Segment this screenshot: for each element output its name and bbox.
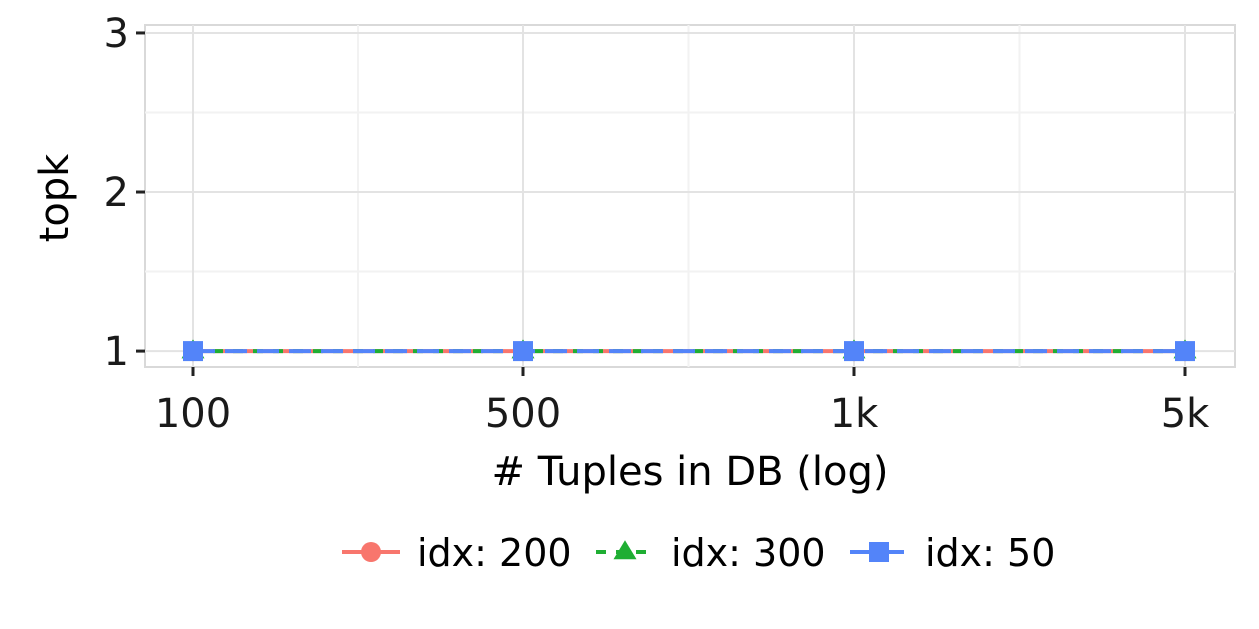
x-tick-label: 1k (830, 391, 879, 437)
x-tick-label: 100 (155, 391, 231, 437)
legend-label: idx: 300 (671, 531, 826, 575)
y-axis-title: topk (32, 153, 78, 243)
legend-label: idx: 200 (417, 531, 572, 575)
y-axis: 1 2 3 (104, 11, 145, 375)
x-tick-label: 500 (485, 391, 561, 437)
y-tick-label: 3 (104, 11, 129, 57)
legend: idx: 200 idx: 300 idx: 50 (342, 531, 1055, 575)
y-tick-label: 1 (104, 329, 129, 375)
plot-panel (144, 24, 1236, 368)
legend-key-marker (613, 540, 637, 560)
series-layer (181, 339, 1197, 362)
legend-label: idx: 50 (925, 531, 1055, 575)
legend-item: idx: 200 (342, 531, 572, 575)
data-point (1175, 341, 1195, 362)
data-point (844, 341, 864, 362)
series-3 (183, 341, 1195, 362)
y-tick-label: 2 (104, 170, 129, 216)
x-axis-title: # Tuples in DB (log) (492, 449, 889, 495)
x-tick-label: 5k (1161, 391, 1210, 437)
x-axis: 100 500 1k 5k (155, 367, 1210, 437)
legend-key-marker (361, 542, 381, 562)
data-point (513, 341, 533, 362)
legend-item: idx: 300 (596, 531, 826, 575)
data-point (183, 341, 203, 362)
legend-item: idx: 50 (850, 531, 1055, 575)
legend-key-marker (869, 542, 889, 562)
